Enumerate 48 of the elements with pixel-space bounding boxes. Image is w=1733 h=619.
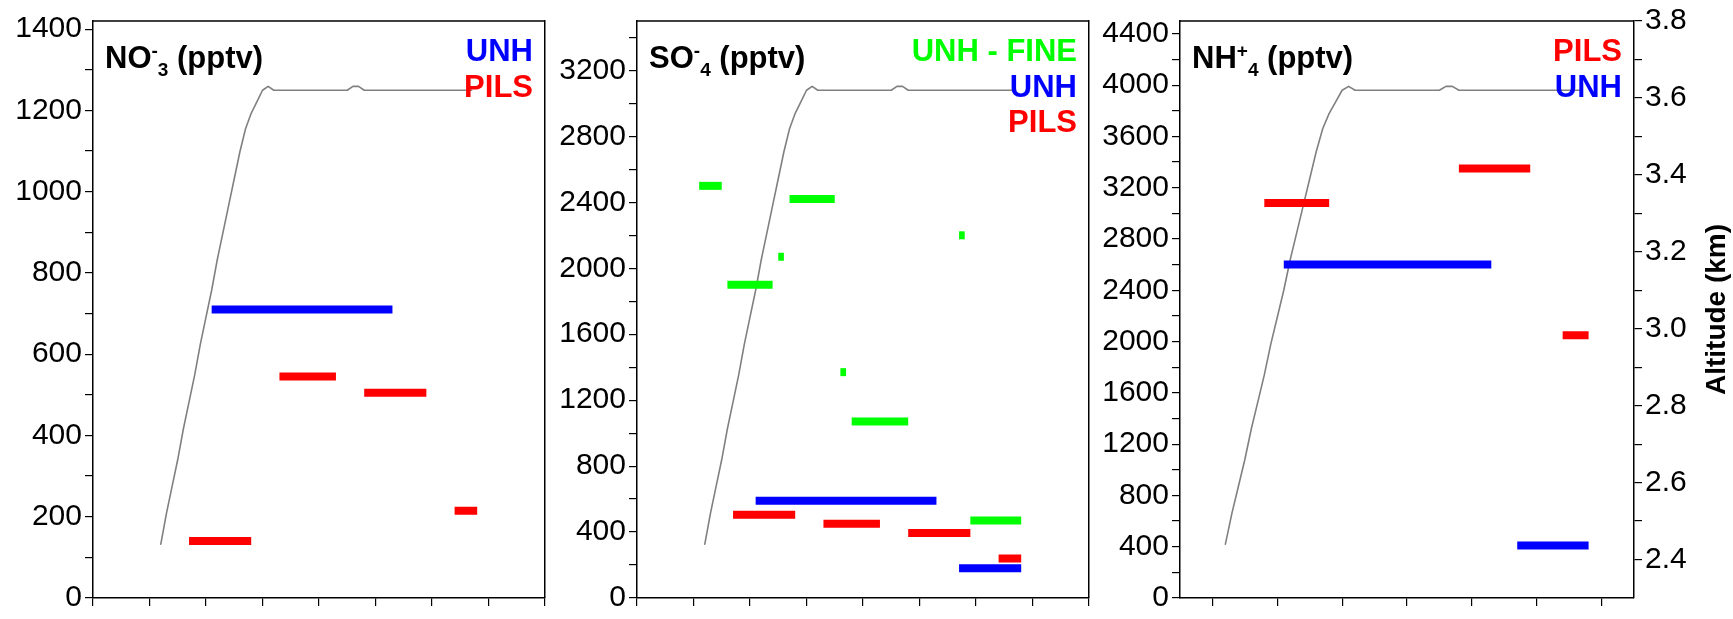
y-tick-label: 1400 — [15, 10, 82, 44]
y-tick-label: 800 — [1118, 476, 1169, 510]
text: PILS — [464, 68, 533, 105]
y-tick-label: 200 — [31, 498, 82, 531]
text: UNH — [464, 33, 533, 69]
y2-tick-label: 3.0 — [1645, 310, 1687, 343]
y-tick-label: 2000 — [1102, 322, 1169, 356]
y-tick-label: 2400 — [559, 183, 626, 217]
text: UNH — [1553, 68, 1622, 105]
y2-tick-label: 2.8 — [1645, 386, 1687, 420]
y-tick-label: 800 — [575, 447, 626, 481]
y-tick-label: 3600 — [1102, 117, 1169, 151]
y2-tick-label: 3.6 — [1645, 79, 1687, 113]
y2-tick-label: 2.6 — [1645, 463, 1687, 497]
y-tick-label: 0 — [65, 579, 82, 613]
y-tick-label: 0 — [1152, 579, 1169, 613]
text: NO$^{-}$$_{3}$ (pptv) — [105, 40, 264, 81]
y2-tick-label: 2.4 — [1645, 540, 1687, 574]
y-tick-label: 4400 — [1102, 15, 1169, 49]
text: SO$^{-}$$_{4}$ (pptv) — [649, 40, 806, 81]
text: UNH - FINE — [911, 33, 1077, 69]
y-tick-label: 2800 — [1102, 220, 1169, 254]
y-tick-label: 1200 — [559, 381, 626, 415]
y-tick-label: 400 — [31, 416, 82, 450]
text: PILS — [1007, 104, 1077, 140]
y-tick-label: 1600 — [1102, 374, 1169, 408]
y-tick-label: 400 — [1118, 527, 1169, 561]
y2-axis-title: Altitude (km) — [1699, 223, 1731, 396]
y-tick-label: 800 — [31, 254, 82, 288]
y-tick-label: 2800 — [559, 117, 626, 151]
y-tick-label: 2400 — [1102, 271, 1169, 305]
y-tick-label: 0 — [609, 579, 626, 613]
text: PILS — [1553, 33, 1622, 69]
y-tick-label: 4000 — [1102, 66, 1169, 100]
y2-tick-label: 3.8 — [1645, 2, 1687, 36]
y-tick-label: 1200 — [1102, 425, 1169, 459]
y2-tick-label: 3.2 — [1645, 233, 1687, 267]
y-tick-label: 600 — [31, 335, 82, 369]
text: UNH — [1008, 68, 1077, 105]
y2-tick-label: 3.4 — [1645, 156, 1687, 190]
y-tick-label: 400 — [575, 513, 626, 547]
y-tick-label: 1200 — [15, 91, 82, 125]
y-tick-label: 1600 — [559, 315, 626, 349]
y-tick-label: 3200 — [559, 51, 626, 85]
y-tick-label: 3200 — [1102, 168, 1169, 202]
text: NH$^{+}$$_{4}$ (pptv) — [1192, 40, 1354, 81]
y-tick-label: 1000 — [15, 172, 82, 206]
y-tick-label: 2000 — [559, 249, 626, 283]
